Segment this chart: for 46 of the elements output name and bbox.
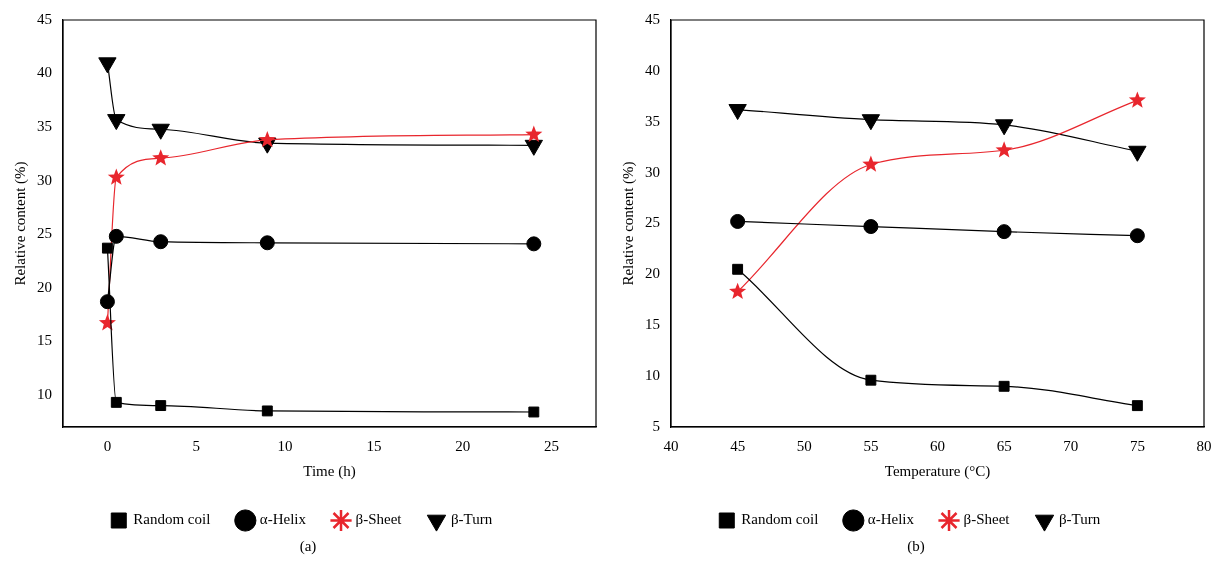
- legend-label: β-Turn: [1058, 511, 1101, 528]
- y-tick-label: 25: [645, 214, 660, 231]
- x-tick-label: 20: [455, 437, 471, 454]
- x-tick-label: 25: [544, 437, 560, 454]
- x-axis-title: Temperature (°C): [884, 462, 991, 480]
- y-tick-label: 30: [645, 163, 660, 180]
- x-tick-label: 80: [1196, 437, 1212, 454]
- legend-label: β-Sheet: [963, 511, 1011, 528]
- y-tick-label: 40: [37, 64, 52, 81]
- x-tick-label: 65: [996, 437, 1012, 454]
- x-tick-label: 50: [796, 437, 812, 454]
- x-tick-label: 5: [192, 437, 200, 454]
- x-tick-label: 55: [863, 437, 879, 454]
- y-tick-label: 30: [37, 171, 52, 188]
- x-tick-label: 70: [1063, 437, 1079, 454]
- legend-label: β-Turn: [450, 511, 493, 528]
- x-tick-label: 15: [366, 437, 382, 454]
- x-tick-label: 60: [930, 437, 945, 454]
- y-tick-label: 20: [37, 278, 52, 295]
- text: (a): [298, 538, 318, 555]
- y-tick-label: 35: [645, 112, 660, 129]
- y-tick-label: 40: [645, 61, 660, 78]
- x-tick-label: 10: [277, 437, 293, 454]
- y-axis-title: Relative content (%): [11, 161, 29, 286]
- y-tick-label: 45: [37, 10, 52, 27]
- x-tick-label: 45: [730, 437, 746, 454]
- legend-label: Random coil: [133, 511, 211, 528]
- y-tick-label: 15: [645, 316, 660, 333]
- y-tick-label: 5: [652, 417, 660, 434]
- legend-label: β-Sheet: [355, 511, 403, 528]
- y-axis-title: Relative content (%): [619, 161, 637, 286]
- y-tick-label: 15: [37, 332, 52, 349]
- text: (b): [906, 538, 926, 555]
- legend-label: Random coil: [741, 511, 819, 528]
- y-tick-label: 45: [645, 10, 660, 27]
- y-tick-label: 35: [37, 118, 52, 135]
- y-tick-label: 20: [645, 265, 660, 282]
- y-tick-label: 10: [645, 367, 660, 384]
- legend-label: α-Helix: [867, 511, 915, 528]
- legend-label: α-Helix: [259, 511, 307, 528]
- x-tick-label: 40: [663, 437, 679, 454]
- y-tick-label: 25: [37, 225, 52, 242]
- x-tick-label: 75: [1129, 437, 1145, 454]
- x-tick-label: 0: [103, 437, 112, 454]
- y-tick-label: 10: [37, 385, 52, 402]
- x-axis-title: Time (h): [303, 462, 356, 480]
